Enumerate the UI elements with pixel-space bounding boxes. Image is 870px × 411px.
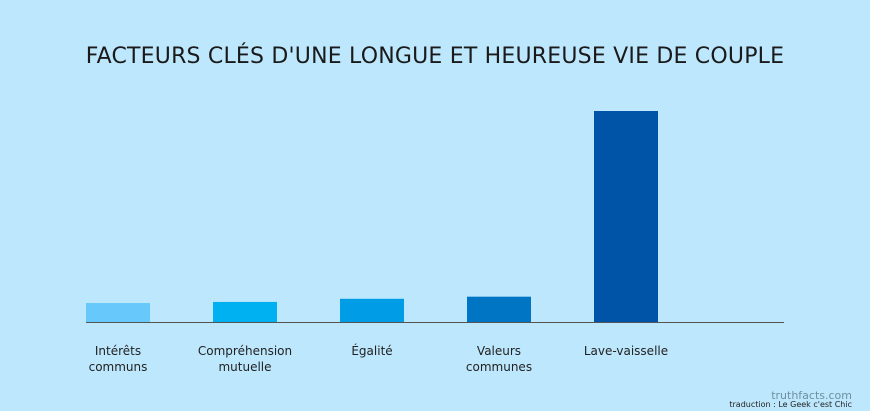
- category-label-line: Compréhension: [198, 344, 292, 358]
- bar-5: [594, 111, 658, 322]
- source-credit: truthfacts.com: [771, 389, 852, 402]
- translation-credit: traduction : Le Geek c'est Chic: [729, 400, 852, 409]
- category-label-3: Égalité: [351, 343, 392, 358]
- category-label-5: Lave-vaisselle: [584, 344, 668, 358]
- bar-2: [213, 301, 277, 322]
- category-label-line: communes: [466, 360, 532, 374]
- category-label-line: Intérêts: [95, 344, 141, 358]
- bar-4: [467, 296, 531, 322]
- bar-1: [86, 303, 150, 322]
- chart-title: FACTEURS CLÉS D'UNE LONGUE ET HEUREUSE V…: [85, 44, 785, 69]
- bar-3: [340, 298, 404, 322]
- category-label-line: Égalité: [351, 343, 392, 358]
- category-label-2: Compréhension mutuelle: [198, 344, 292, 374]
- category-label-line: mutuelle: [218, 360, 271, 374]
- category-label-line: Lave-vaisselle: [584, 344, 668, 358]
- category-label-1: Intérêts communs: [89, 344, 148, 374]
- category-label-line: Valeurs: [477, 344, 521, 358]
- category-label-4: Valeurs communes: [466, 344, 532, 374]
- category-label-line: communs: [89, 360, 148, 374]
